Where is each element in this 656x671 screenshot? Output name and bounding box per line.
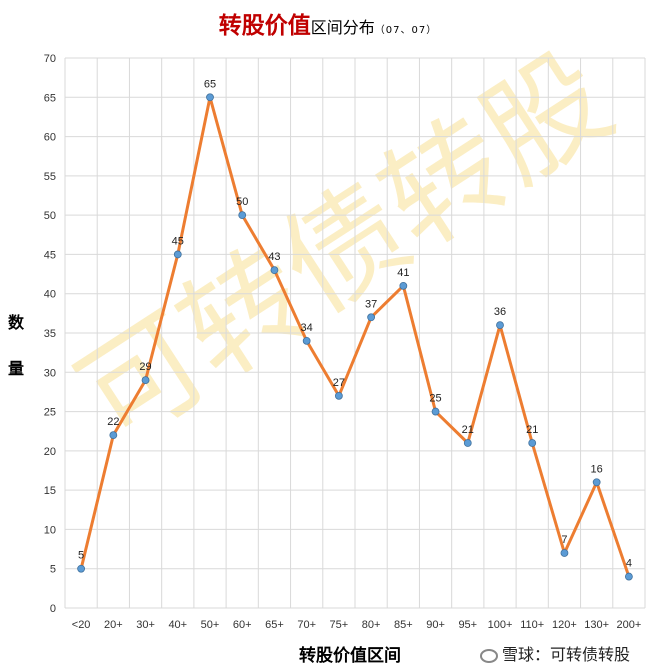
y-tick-label: 30 bbox=[44, 367, 56, 379]
y-axis-label: 数量 bbox=[7, 313, 24, 378]
data-point bbox=[302, 336, 311, 345]
snowball-logo-icon bbox=[480, 648, 498, 663]
data-point bbox=[77, 564, 86, 573]
data-label: 25 bbox=[429, 393, 441, 405]
x-tick-label: <20 bbox=[72, 619, 91, 631]
y-tick-label: 50 bbox=[44, 210, 56, 222]
x-tick-label: 60+ bbox=[233, 619, 252, 631]
data-point bbox=[270, 266, 279, 275]
data-label: 21 bbox=[462, 424, 474, 436]
data-label: 22 bbox=[107, 416, 119, 428]
data-point bbox=[173, 250, 182, 259]
x-axis-label: 转股价值区间 bbox=[299, 646, 401, 666]
y-tick-label: 55 bbox=[44, 171, 56, 183]
data-label: 21 bbox=[526, 424, 538, 436]
x-tick-label: 40+ bbox=[168, 619, 187, 631]
data-point bbox=[238, 211, 247, 220]
data-label: 41 bbox=[397, 267, 409, 279]
data-label: 5 bbox=[78, 550, 84, 562]
data-point bbox=[109, 431, 118, 440]
x-tick-label: 130+ bbox=[584, 619, 609, 631]
y-tick-label: 5 bbox=[50, 564, 56, 576]
data-point bbox=[206, 93, 214, 102]
data-point bbox=[431, 407, 440, 416]
data-point bbox=[624, 572, 633, 581]
x-tick-label: 120+ bbox=[552, 619, 577, 631]
data-label: 65 bbox=[204, 78, 216, 90]
x-tick-label: 95+ bbox=[458, 619, 477, 631]
data-label: 4 bbox=[626, 558, 632, 570]
chart-title-main: 转股价值 bbox=[218, 12, 311, 39]
data-label: 50 bbox=[236, 196, 248, 208]
x-tick-label: 110+ bbox=[520, 619, 544, 631]
x-tick-label: 70+ bbox=[297, 619, 316, 631]
data-label: 27 bbox=[333, 377, 345, 389]
x-tick-label: 20+ bbox=[104, 619, 123, 631]
data-label: 16 bbox=[591, 463, 603, 475]
y-tick-label: 20 bbox=[44, 446, 56, 458]
data-point bbox=[141, 376, 150, 385]
data-label: 43 bbox=[268, 251, 280, 263]
data-point bbox=[399, 281, 408, 290]
data-label: 34 bbox=[301, 322, 313, 334]
data-point bbox=[367, 313, 376, 322]
x-tick-label: 85+ bbox=[394, 619, 413, 631]
x-tick-label: 80+ bbox=[362, 619, 381, 631]
x-tick-label: 75+ bbox=[330, 619, 349, 631]
y-tick-label: 15 bbox=[44, 485, 56, 497]
source-credit-text: 雪球：可转债转股 bbox=[502, 645, 631, 664]
data-point bbox=[463, 439, 472, 447]
series-line bbox=[79, 95, 631, 578]
y-tick-label: 65 bbox=[44, 92, 56, 104]
data-point bbox=[334, 391, 343, 400]
x-tick-label: 90+ bbox=[426, 619, 445, 631]
chart-title-sub: 区间分布 bbox=[310, 18, 375, 37]
y-tick-label: 45 bbox=[44, 249, 56, 261]
data-point bbox=[496, 321, 504, 330]
data-label: 45 bbox=[172, 235, 184, 247]
x-tick-label: 65+ bbox=[265, 619, 284, 631]
source-credit: 雪球：可转债转股 bbox=[480, 641, 630, 665]
y-tick-label: 40 bbox=[44, 289, 56, 301]
data-label: 29 bbox=[139, 361, 151, 373]
data-point bbox=[560, 549, 569, 557]
data-point bbox=[528, 439, 537, 447]
data-label: 7 bbox=[561, 534, 567, 546]
y-tick-label: 0 bbox=[50, 603, 56, 615]
y-tick-label: 60 bbox=[44, 132, 56, 144]
data-point bbox=[592, 478, 601, 487]
chart-title: 转股价值区间分布（07、07） bbox=[0, 6, 656, 40]
data-label: 36 bbox=[494, 306, 506, 318]
y-tick-label: 10 bbox=[44, 524, 56, 536]
chart-title-date: （07、07） bbox=[374, 25, 438, 36]
x-tick-label: 100+ bbox=[488, 619, 513, 631]
x-tick-label: 200+ bbox=[616, 619, 641, 631]
x-tick-label: 50+ bbox=[201, 619, 220, 631]
data-label: 37 bbox=[365, 298, 377, 310]
y-tick-label: 25 bbox=[44, 407, 56, 419]
y-tick-label: 70 bbox=[44, 53, 56, 65]
y-tick-label: 35 bbox=[44, 328, 56, 340]
x-tick-label: 30+ bbox=[136, 619, 155, 631]
